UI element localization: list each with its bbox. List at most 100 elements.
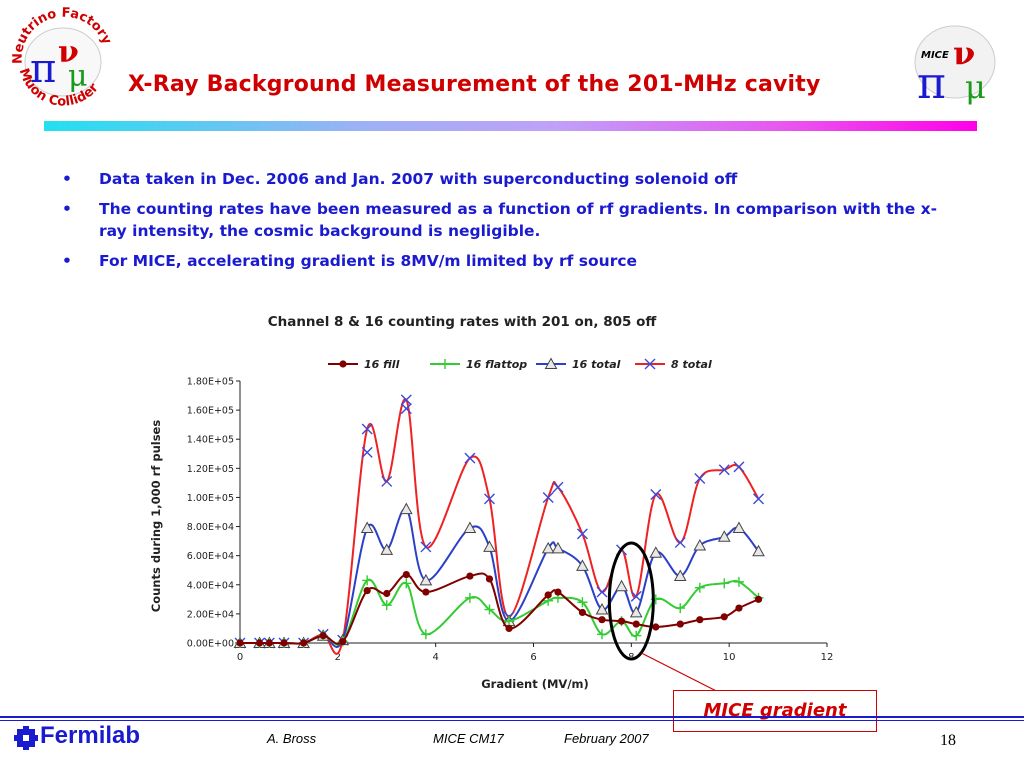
data-point-16-total: [752, 544, 765, 557]
data-point-16-total: [595, 602, 609, 615]
data-point-16-flattop: [596, 629, 607, 640]
bullet-text: The counting rates have been measured as…: [99, 200, 938, 240]
legend-marker-16-fill: [339, 360, 347, 368]
footer-author: A. Bross: [267, 731, 317, 746]
data-point-16-fill: [676, 620, 684, 628]
data-point-16-total: [673, 569, 687, 582]
svg-text:π: π: [917, 58, 946, 109]
bullet-icon: •: [62, 200, 72, 218]
data-point-16-fill: [466, 572, 474, 580]
data-point-16-fill: [265, 639, 273, 647]
data-point-16-flattop: [381, 600, 392, 611]
bullet-text: For MICE, accelerating gradient is 8MV/m…: [99, 252, 638, 270]
data-point-16-total: [399, 502, 413, 515]
mice-logo: MICE π ν μ: [914, 25, 996, 109]
slide-title: X-Ray Background Measurement of the 201-…: [128, 72, 821, 97]
svg-text:μ: μ: [68, 59, 88, 94]
data-point-16-flattop: [420, 629, 431, 640]
y-tick-label: 6.00E+04: [187, 551, 234, 562]
counting-rate-chart: Channel 8 & 16 counting rates with 201 o…: [149, 314, 834, 692]
x-tick-label: 2: [335, 652, 341, 663]
data-point-16-total: [615, 579, 628, 592]
fermilab-logo-text: Fermilab: [40, 722, 141, 749]
data-point-16-fill: [720, 613, 728, 621]
bullet-list: • Data taken in Dec. 2006 and Jan. 2007 w…: [62, 168, 942, 280]
data-point-16-fill: [652, 623, 660, 631]
data-point-16-fill: [339, 637, 347, 646]
svg-text:ν: ν: [58, 35, 79, 70]
footer-meeting: MICE CM17: [433, 731, 504, 746]
data-point-8-total: [630, 590, 642, 602]
data-point-16-fill: [632, 620, 640, 628]
data-point-16-flattop: [719, 578, 730, 589]
data-point-16-flattop: [484, 604, 495, 615]
data-point-16-flattop: [694, 582, 705, 593]
data-point-16-total: [693, 538, 707, 551]
y-tick-label: 1.60E+05: [187, 406, 234, 417]
svg-text:μ: μ: [965, 68, 986, 106]
series-16-fill: [236, 570, 763, 647]
data-point-16-fill: [617, 617, 626, 625]
data-point-16-fill: [236, 639, 244, 647]
data-point-16-total: [576, 559, 589, 571]
data-point-8-total: [483, 493, 495, 505]
x-tick-label: 10: [723, 652, 736, 663]
data-point-8-total: [420, 541, 432, 553]
mice-logo-label: MICE: [921, 50, 949, 61]
x-tick-label: 4: [432, 652, 438, 663]
data-point-16-total: [380, 543, 394, 555]
y-tick-label: 4.00E+04: [187, 580, 234, 591]
data-point-8-total: [361, 423, 373, 435]
data-point-16-fill: [554, 588, 562, 596]
bullet-item: • The counting rates have been measured a…: [62, 198, 942, 242]
neutrino-factory-logo: Neutrino Factory Muon Collider π ν μ: [11, 6, 115, 110]
data-point-16-total: [649, 546, 663, 558]
x-axis-label: Gradient (MV/m): [481, 677, 589, 691]
svg-text:ν: ν: [953, 34, 975, 72]
x-tick-label: 12: [821, 652, 834, 663]
data-point-16-flattop: [464, 592, 475, 603]
mice-gradient-callout-text: MICE gradient: [703, 700, 847, 721]
data-point-16-fill: [299, 639, 308, 647]
data-point-16-flattop: [401, 578, 412, 589]
data-point-16-total: [551, 541, 565, 554]
data-point-16-total: [629, 605, 643, 618]
data-point-8-total: [400, 403, 412, 415]
data-point-8-total: [464, 452, 476, 464]
data-point-16-fill: [422, 588, 430, 596]
bullet-text: Data taken in Dec. 2006 and Jan. 2007 wi…: [99, 170, 738, 188]
data-point-8-total: [733, 461, 745, 473]
data-point-16-flattop: [362, 575, 373, 586]
slide-number: 18: [940, 732, 956, 749]
mice-gradient-highlight-ellipse: [607, 541, 655, 661]
title-gradient-bar: [44, 121, 977, 131]
data-point-16-fill: [505, 624, 513, 633]
data-point-8-total: [718, 464, 730, 476]
data-point-16-flattop: [577, 597, 588, 608]
data-point-16-total: [717, 530, 731, 542]
data-point-16-fill: [319, 632, 327, 640]
data-point-16-fill: [363, 587, 371, 595]
data-point-8-total: [694, 473, 706, 485]
data-point-16-total: [732, 521, 746, 534]
data-point-16-fill: [578, 608, 587, 617]
data-point-8-total: [381, 475, 393, 487]
data-point-8-total: [576, 528, 588, 540]
data-point-16-flattop: [733, 576, 744, 587]
bullet-icon: •: [62, 252, 72, 270]
data-point-16-total: [419, 573, 433, 586]
data-point-8-total: [650, 489, 662, 501]
data-point-16-fill: [485, 575, 494, 583]
data-point-16-fill: [754, 595, 763, 603]
legend-marker-16-total: [544, 357, 558, 369]
data-point-16-fill: [402, 570, 410, 579]
data-point-16-fill: [255, 639, 264, 647]
y-axis-label: Counts during 1,000 rf pulses: [149, 420, 163, 613]
series-8-total: [234, 394, 765, 655]
data-point-16-flattop: [631, 630, 642, 641]
y-tick-label: 1.40E+05: [187, 435, 234, 446]
legend-marker-16-flattop: [440, 359, 450, 369]
data-point-16-fill: [598, 616, 606, 624]
data-point-8-total: [753, 493, 765, 505]
data-point-16-fill: [544, 591, 552, 599]
